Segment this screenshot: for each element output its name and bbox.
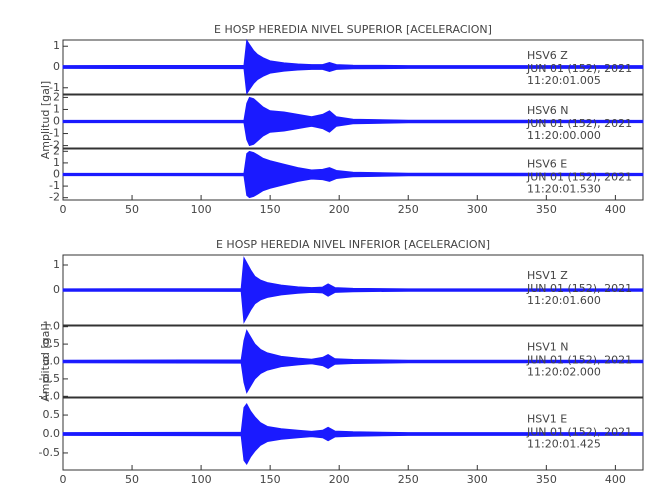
time-label: 11:20:01.005 [527, 74, 601, 87]
x-tick-label: 50 [125, 473, 139, 486]
time-label: 11:20:01.530 [527, 182, 601, 195]
x-tick-label: 150 [260, 473, 281, 486]
date-label: JUN 01 (152), 2021 [526, 426, 632, 439]
y-tick-label: 0.0 [43, 355, 61, 368]
trace [62, 38, 644, 96]
date-label: JUN 01 (152), 2021 [526, 62, 632, 75]
x-tick-label: 300 [467, 203, 488, 216]
y-tick-label: 0.0 [43, 427, 61, 440]
time-label: 11:20:01.425 [527, 438, 601, 451]
x-tick-label: 100 [191, 473, 212, 486]
chart-title: E HOSP HEREDIA NIVEL INFERIOR [ACELERACI… [216, 238, 490, 251]
station-label: HSV1 E [527, 413, 567, 426]
y-tick-label: -2 [49, 139, 60, 152]
y-tick-label: 0 [53, 60, 60, 73]
trace [62, 402, 644, 466]
date-label: JUN 01 (152), 2021 [526, 117, 632, 130]
x-tick-label: 0 [60, 473, 67, 486]
y-tick-label: 0.5 [43, 408, 61, 421]
y-tick-label: 1 [53, 39, 60, 52]
y-tick-label: -1 [49, 127, 60, 140]
station-label: HSV6 Z [527, 49, 568, 62]
x-tick-label: 400 [605, 473, 626, 486]
y-tick-label: -1.0 [39, 389, 60, 402]
x-tick-label: 50 [125, 203, 139, 216]
y-tick-label: 2 [53, 144, 60, 157]
time-label: 11:20:02.000 [527, 365, 601, 378]
date-label: JUN 01 (152), 2021 [526, 282, 632, 295]
x-tick-label: 100 [191, 203, 212, 216]
x-tick-label: 200 [329, 203, 350, 216]
y-axis-label: Amplitud [gal] [39, 81, 52, 159]
trace [62, 96, 644, 147]
x-tick-label: 250 [398, 473, 419, 486]
x-tick-label: 200 [329, 473, 350, 486]
y-tick-label: 0 [53, 168, 60, 181]
x-tick-label: 350 [536, 203, 557, 216]
trace [62, 329, 644, 394]
chart-title: E HOSP HEREDIA NIVEL SUPERIOR [ACELERACI… [214, 23, 492, 36]
station-label: HSV1 N [527, 340, 569, 353]
station-label: HSV6 N [527, 104, 569, 117]
station-label: HSV1 Z [527, 269, 568, 282]
y-tick-label: 1 [53, 258, 60, 271]
y-tick-label: -2 [49, 191, 60, 204]
y-tick-label: -0.5 [39, 446, 60, 459]
time-label: 11:20:00.000 [527, 129, 601, 142]
y-tick-label: 2 [53, 90, 60, 103]
y-tick-label: -0.5 [39, 372, 60, 385]
station-label: HSV6 E [527, 157, 567, 170]
x-tick-label: 350 [536, 473, 557, 486]
x-tick-label: 150 [260, 203, 281, 216]
y-tick-label: 1 [53, 156, 60, 169]
y-tick-label: 0 [53, 115, 60, 128]
time-label: 11:20:01.600 [527, 294, 601, 307]
y-tick-label: 0 [53, 283, 60, 296]
y-tick-label: -1 [49, 179, 60, 192]
x-tick-label: 400 [605, 203, 626, 216]
y-tick-label: 1.0 [43, 320, 61, 333]
x-tick-label: 250 [398, 203, 419, 216]
x-tick-label: 0 [60, 203, 67, 216]
trace [62, 256, 644, 324]
date-label: JUN 01 (152), 2021 [526, 353, 632, 366]
x-tick-label: 300 [467, 473, 488, 486]
trace [62, 150, 644, 199]
date-label: JUN 01 (152), 2021 [526, 170, 632, 183]
y-tick-label: 0.5 [43, 337, 61, 350]
y-tick-label: 1 [53, 102, 60, 115]
y-tick-label: -1 [49, 81, 60, 94]
y-axis-label: Amplitud [gal] [39, 323, 52, 401]
